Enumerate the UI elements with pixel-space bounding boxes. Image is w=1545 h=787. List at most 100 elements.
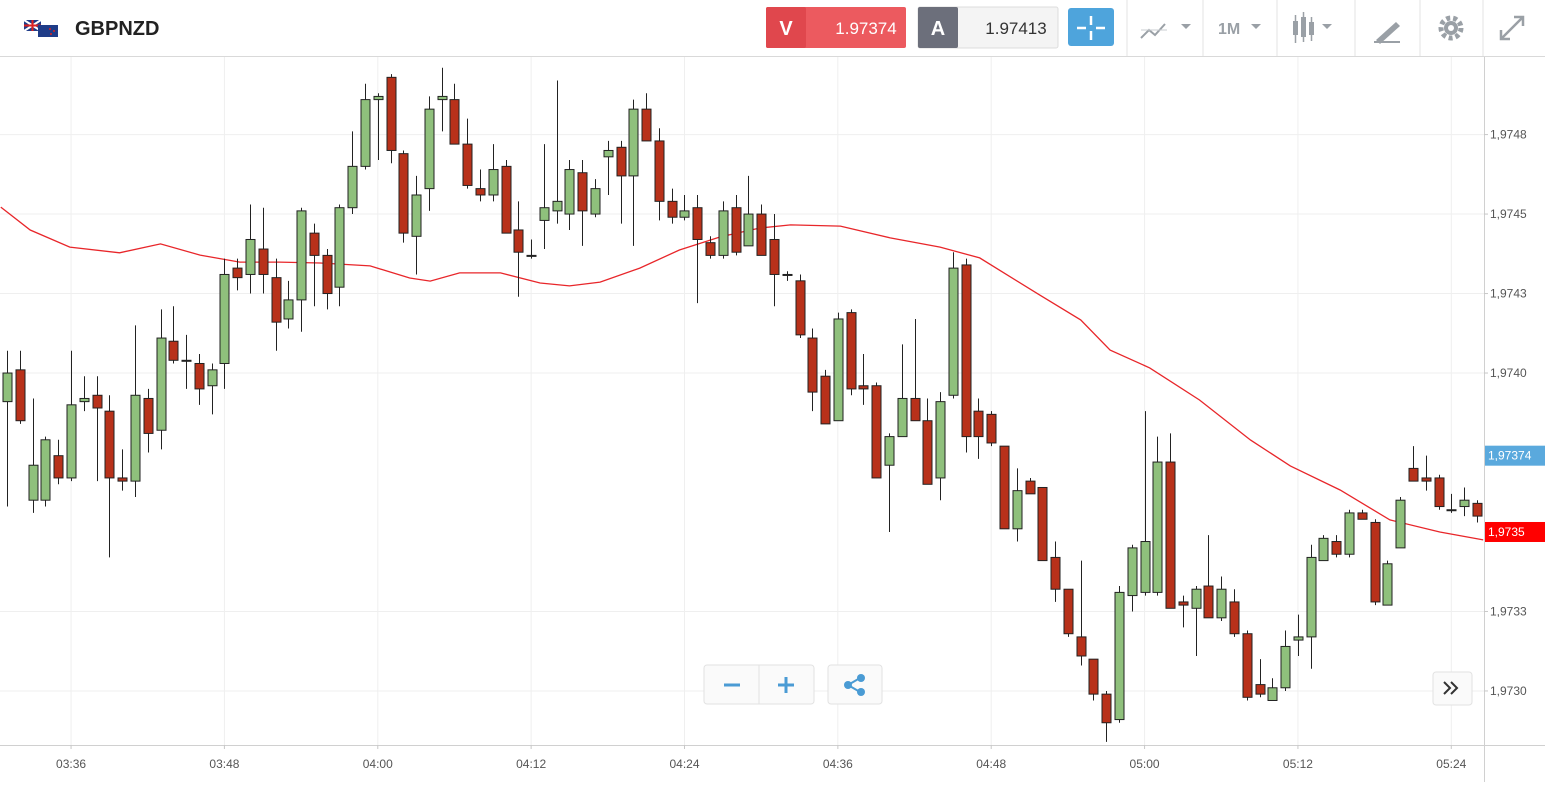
candle-body — [1152, 461, 1163, 593]
candle-body — [104, 410, 115, 479]
candle-body — [999, 445, 1010, 530]
candle-body — [910, 397, 921, 422]
candle-body — [1088, 658, 1099, 695]
axis-labels: 1,9748 1,9745 1,9743 1,9740 1,9733 1,9730 03:3… — [56, 128, 1527, 771]
candle-type-button[interactable] — [1293, 12, 1332, 43]
candle-body — [386, 76, 397, 151]
candle-body — [424, 108, 435, 190]
scroll-latest-button[interactable] — [1432, 671, 1473, 706]
y-tick-label: 1,9745 — [1490, 207, 1527, 221]
candle-body — [360, 99, 371, 167]
candle-body — [513, 229, 524, 253]
candle-body — [232, 267, 243, 279]
candle-body — [1037, 486, 1048, 562]
price-markers: 1,97374 1,9735 — [1485, 445, 1545, 542]
zoom-in-button[interactable] — [778, 677, 794, 693]
candle-body — [15, 369, 26, 422]
toolbar-separators — [1126, 0, 1484, 56]
candle-body — [462, 143, 473, 186]
price-marker-label: 1,97374 — [1488, 449, 1532, 463]
x-tick-label: 05:12 — [1283, 757, 1313, 771]
y-tick-label: 1,9740 — [1490, 366, 1527, 380]
candle-body — [1191, 588, 1202, 609]
x-tick-label: 03:48 — [209, 757, 239, 771]
candle-body — [130, 394, 141, 482]
candle-body — [1395, 499, 1406, 549]
candle-body — [1434, 477, 1445, 508]
candle-body — [603, 149, 614, 158]
price-marker — [1485, 521, 1545, 542]
candle-body — [1101, 693, 1112, 724]
candle-body — [181, 359, 192, 362]
candle-body — [1408, 467, 1419, 482]
candle-body — [667, 200, 678, 218]
candle-body — [309, 232, 320, 256]
candle-body — [1140, 541, 1151, 593]
draw-button[interactable] — [1374, 22, 1400, 44]
candle-body — [168, 340, 179, 361]
candle-body — [1382, 563, 1393, 606]
candle-body — [743, 213, 754, 247]
candle-body — [40, 439, 51, 501]
candle-body — [973, 410, 984, 438]
candle-body — [398, 153, 409, 234]
candle-body — [437, 95, 448, 101]
candle-body — [1459, 499, 1470, 508]
grid — [0, 57, 1484, 745]
candle-body — [1446, 509, 1457, 512]
candle-body — [347, 165, 358, 209]
candle-body — [1165, 461, 1176, 609]
timeframe-button[interactable]: 1M — [1218, 21, 1261, 38]
candle-body — [769, 238, 780, 275]
candle-body — [897, 397, 908, 438]
candle-body — [795, 280, 806, 336]
candle-body — [871, 385, 882, 479]
candle-body — [53, 455, 64, 479]
candle-body — [986, 413, 997, 444]
moving-average-layer — [0, 206, 1484, 541]
candle-body — [731, 207, 742, 253]
buy-button[interactable]: A 1.97413 — [917, 6, 1059, 49]
fullscreen-button[interactable] — [1499, 15, 1525, 41]
candle-body — [258, 248, 269, 275]
candle-body — [207, 369, 218, 387]
candle-body — [935, 401, 946, 479]
candle-body — [79, 397, 90, 403]
candle-body — [1242, 633, 1253, 698]
crosshair-button[interactable] — [1068, 8, 1114, 46]
candle-body — [1318, 537, 1329, 562]
candle-body — [526, 254, 537, 257]
candle-body — [884, 436, 895, 466]
sell-button[interactable]: V 1.97374 — [766, 7, 906, 48]
candle-body — [373, 95, 384, 101]
moving-average — [0, 206, 1484, 541]
candle-body — [641, 108, 652, 142]
settings-button[interactable] — [1438, 15, 1464, 41]
chart-type-button[interactable] — [1140, 23, 1191, 39]
candle-body — [271, 277, 282, 323]
candle-body — [411, 194, 422, 237]
buy-label: A — [931, 18, 945, 40]
candle-body — [1050, 556, 1061, 590]
candle-body — [616, 146, 627, 177]
candle-body — [475, 188, 486, 196]
candle-body — [692, 207, 703, 240]
candles — [2, 67, 1483, 742]
y-tick-label: 1,9743 — [1490, 287, 1527, 301]
candle-body — [1267, 687, 1278, 701]
candle-body — [1357, 512, 1368, 520]
candle-body — [2, 372, 13, 403]
x-tick-label: 04:36 — [823, 757, 853, 771]
candle-body — [948, 267, 959, 396]
candle-body — [846, 312, 857, 390]
candle-body — [283, 299, 294, 320]
candle-body — [718, 210, 729, 256]
candle-body — [1331, 541, 1342, 555]
x-tick-label: 04:12 — [516, 757, 546, 771]
candle-body — [1076, 636, 1087, 657]
candle-body — [1012, 490, 1023, 530]
candle-body — [552, 200, 563, 212]
share-button[interactable] — [827, 664, 883, 705]
